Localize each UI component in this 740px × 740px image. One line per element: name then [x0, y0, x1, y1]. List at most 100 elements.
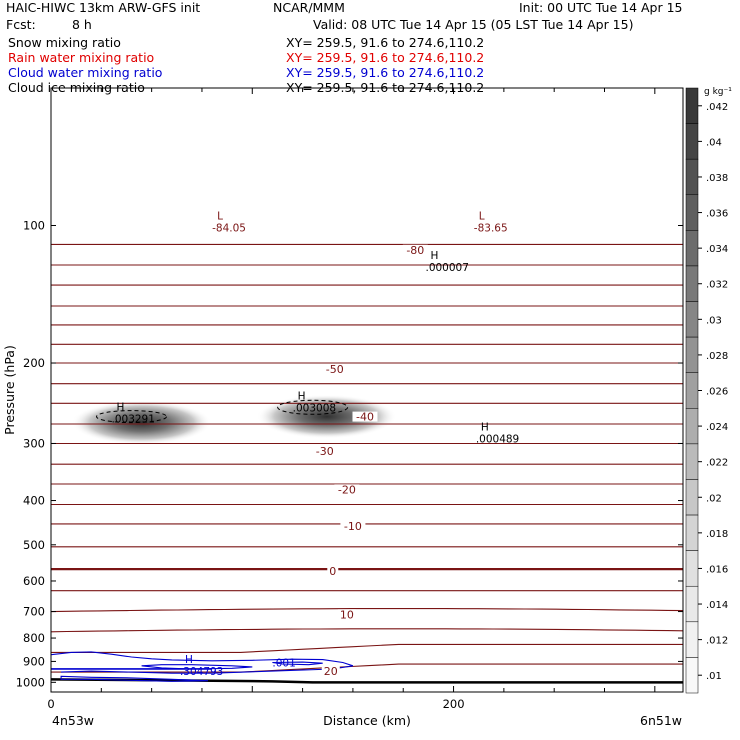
extremum-value: -84.05 — [212, 223, 246, 235]
colorbar-label: .042 — [706, 102, 728, 113]
isotherm-label-bg — [337, 609, 356, 620]
field-name-cloud-water: Cloud water mixing ratio — [8, 65, 163, 80]
colorbar-swatch — [685, 657, 699, 694]
y-tick-label: 400 — [23, 494, 45, 508]
colorbar-label: .01 — [706, 671, 722, 682]
colorbar-swatch — [685, 336, 699, 373]
colorbar-label: .038 — [706, 173, 728, 184]
isotherm-label-bg — [327, 565, 339, 576]
init-time: Init: 00 UTC Tue 14 Apr 15 — [519, 0, 683, 15]
x-tick-label: 0 — [47, 697, 54, 711]
isotherm-line — [50, 608, 684, 613]
colorbar-swatch — [685, 265, 699, 302]
y-tick-label: 700 — [23, 605, 45, 619]
endpoint-left: 4n53w — [52, 713, 94, 728]
colorbar-label: .03 — [706, 315, 722, 326]
forecast-label: Fcst: — [6, 17, 36, 32]
isotherm-label: -10 — [344, 520, 362, 533]
colorbar-label: .014 — [706, 600, 728, 611]
isotherm-label-bg — [312, 446, 338, 457]
colorbar-swatch — [685, 194, 699, 231]
valid-time: Valid: 08 UTC Tue 14 Apr 15 (05 LST Tue … — [313, 17, 634, 32]
endpoint-right: 6n51w — [640, 713, 682, 728]
field-name-snow: Snow mixing ratio — [8, 35, 121, 50]
extremum-marker: H — [117, 402, 125, 414]
extremum-value: .304793 — [180, 666, 223, 678]
field-xy-snow: XY= 259.5, 91.6 to 274.6,110.2 — [286, 35, 485, 50]
extremum-value: .000007 — [425, 262, 468, 274]
y-tick-label: 600 — [23, 574, 45, 588]
isotherm-label: -20 — [338, 483, 356, 496]
colorbar-label: .032 — [706, 280, 728, 291]
colorbar-swatch — [685, 372, 699, 409]
extremum-marker: H — [185, 654, 193, 666]
isotherm-line — [51, 643, 683, 653]
temperature-contours — [50, 243, 684, 684]
isotherm-label-bg — [340, 521, 366, 532]
plot-frame — [50, 87, 684, 693]
shaded-maximum-1 — [256, 394, 397, 439]
colorbar-swatch — [685, 621, 699, 658]
colorbar-label: .012 — [706, 636, 728, 647]
isotherm-label: -40 — [356, 411, 374, 424]
colorbar-swatch — [685, 550, 699, 587]
colorbar-swatch — [685, 443, 699, 480]
shaded-maximum-0 — [71, 400, 212, 445]
colorbar-label: .028 — [706, 351, 728, 362]
colorbar-swatch — [685, 230, 699, 267]
forecast-hours: 8 h — [72, 17, 92, 32]
model-title: HAIC-HIWC 13km ARW-GFS init — [6, 0, 201, 15]
isotherm-label: -30 — [316, 445, 334, 458]
colorbar-label: .036 — [706, 209, 728, 220]
y-tick-label: 900 — [23, 654, 45, 668]
extremum-value: .003291 — [112, 414, 155, 426]
colorbar-swatch — [685, 585, 699, 623]
isotherm-label: 10 — [340, 608, 354, 621]
extremum-value: -83.65 — [474, 223, 508, 235]
field-name-rain: Rain water mixing ratio — [8, 50, 155, 65]
cloud-water-label: .001 — [272, 658, 295, 670]
mixing-ratio-shading — [71, 394, 397, 445]
colorbar-label: .04 — [706, 137, 722, 148]
colorbar-label: .026 — [706, 387, 728, 398]
cloud-ice-contour — [277, 399, 349, 415]
cloud-water-contour — [60, 675, 209, 682]
y-axis-label: Pressure (hPa) — [2, 345, 17, 435]
isotherm-label: 20 — [324, 665, 338, 678]
colorbar: .042 .04 .038 .036 .034 .032 .03 .028 .026 .024 .0… — [685, 87, 732, 694]
colorbar-swatch — [685, 301, 699, 338]
field-xy-cloud-water: XY= 259.5, 91.6 to 274.6,110.2 — [286, 65, 485, 80]
colorbar-label: .016 — [706, 564, 728, 575]
extremum-marker: H — [481, 422, 489, 434]
y-tick-label: 100 — [23, 219, 45, 233]
isotherm-line — [51, 663, 683, 673]
isotherm-label-bg — [352, 411, 378, 422]
institution-label: NCAR/MMM — [273, 0, 345, 15]
colorbar-label: .022 — [706, 458, 728, 469]
y-tick-label: 800 — [23, 631, 45, 645]
extremum-marker: L — [479, 211, 485, 223]
isotherm-label: -80 — [406, 244, 424, 257]
isotherm-line — [50, 628, 684, 633]
extremum-value: .000489 — [476, 434, 519, 446]
extremum-marker: H — [430, 250, 438, 262]
y-tick-label: 1000 — [16, 675, 45, 689]
colorbar-label: .034 — [706, 244, 728, 255]
cloud-ice-contour — [96, 410, 168, 424]
colorbar-label: .024 — [706, 422, 728, 433]
isotherm-label-bg — [321, 666, 340, 677]
isotherm-label-bg — [322, 363, 348, 374]
colorbar-unit: g kg⁻¹ — [704, 87, 732, 97]
x-axis-label: Distance (km) — [323, 713, 411, 728]
extremum-marker: L — [217, 211, 223, 223]
isotherm-label-bg — [402, 244, 428, 255]
extremum-value: .003008 — [293, 403, 336, 415]
colorbar-swatch — [685, 158, 699, 196]
y-tick-label: 500 — [23, 538, 45, 552]
isotherm-label: -50 — [326, 363, 344, 376]
x-tick-label: 200 — [443, 697, 465, 711]
field-xy-rain: XY= 259.5, 91.6 to 274.6,110.2 — [286, 50, 485, 65]
surface-line — [50, 678, 683, 684]
colorbar-swatch — [685, 408, 699, 445]
